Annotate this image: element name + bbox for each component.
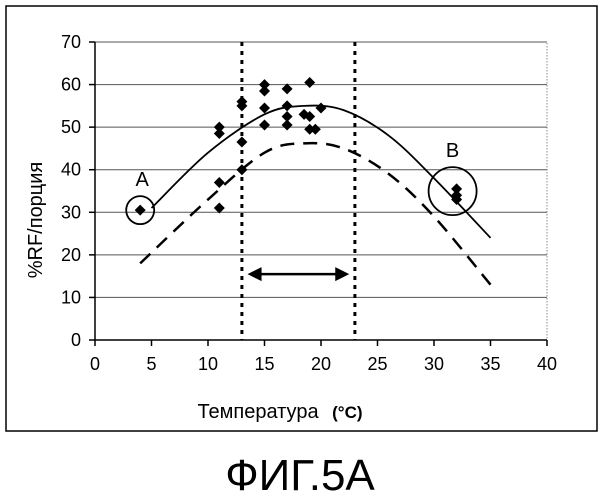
data-point [214,177,225,188]
axes [89,42,547,346]
y-tick-labels: 0 10 20 30 40 50 60 70 [61,32,81,350]
dashed-fit-curve [140,143,490,285]
x-axis-label: Температура (°C) [197,401,362,423]
x-axis-label-text: Температура [197,401,319,423]
data-point [135,205,146,216]
x-tick-label: 35 [480,354,500,374]
x-tick-label: 25 [367,354,387,374]
data-point [282,120,293,131]
figure-caption: ФИГ.5A [225,451,375,500]
annotations: AB [126,140,476,224]
y-tick-label: 30 [61,202,81,222]
x-tick-label: 5 [146,354,156,374]
y-tick-label: 70 [61,32,81,52]
gridlines [95,42,547,297]
x-tick-label: 30 [424,354,444,374]
y-axis-label: %RF/порция [25,162,47,279]
x-tick-labels: 0 5 10 15 20 25 30 35 40 [90,354,557,374]
x-axis-unit: (°C) [332,403,362,422]
plot-area-border [95,42,547,340]
y-tick-label: 0 [71,330,81,350]
y-tick-label: 60 [61,75,81,95]
data-point [282,100,293,111]
data-point [316,102,327,113]
range-arrow [248,267,350,281]
range-boundary-lines [242,42,355,340]
data-point [214,128,225,139]
y-tick-label: 50 [61,117,81,137]
y-tick-label: 40 [61,160,81,180]
annotation-label-a: A [136,169,150,191]
data-point [236,137,247,148]
data-point [304,77,315,88]
annotation-circle-b [429,167,477,215]
annotation-label-b: B [446,140,459,162]
y-tick-label: 10 [61,287,81,307]
data-point [259,85,270,96]
x-tick-label: 10 [198,354,218,374]
data-point [259,120,270,131]
x-tick-label: 15 [254,354,274,374]
x-tick-label: 20 [311,354,331,374]
y-tick-label: 20 [61,245,81,265]
data-point [310,124,321,135]
x-tick-label: 40 [537,354,557,374]
range-arrow-head-right [335,267,349,281]
range-arrow-head-left [248,267,262,281]
x-tick-label: 0 [90,354,100,374]
